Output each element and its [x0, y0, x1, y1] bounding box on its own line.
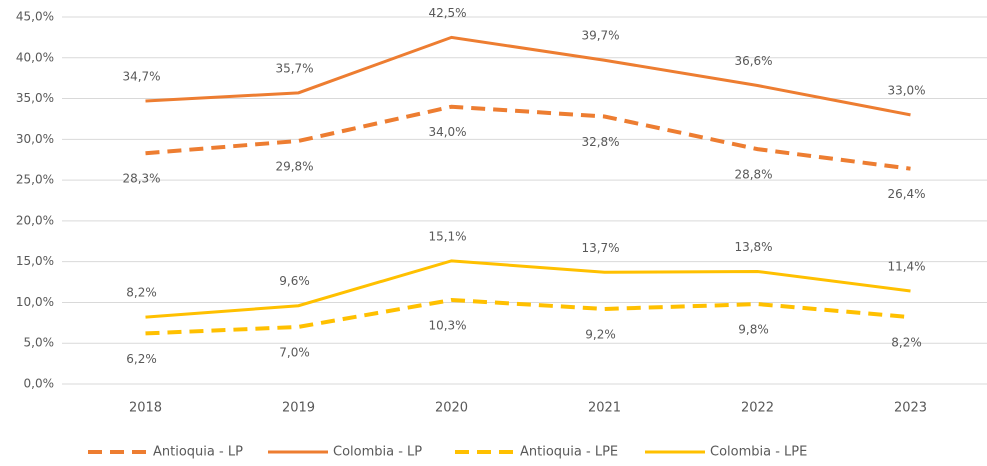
data-label: 9,8%	[738, 323, 769, 337]
data-label: 33,0%	[887, 83, 925, 97]
data-label: 9,6%	[279, 274, 310, 288]
y-tick-label: 25,0%	[16, 173, 54, 187]
data-label: 42,5%	[428, 6, 466, 20]
y-tick-label: 45,0%	[16, 10, 54, 24]
legend-label: Antioquia - LP	[153, 445, 243, 460]
data-label: 9,2%	[585, 327, 616, 341]
data-label: 35,7%	[275, 61, 313, 75]
legend-label: Colombia - LPE	[710, 445, 807, 460]
legend-label: Colombia - LP	[333, 445, 422, 460]
data-label: 8,2%	[891, 336, 922, 350]
y-tick-label: 20,0%	[16, 213, 54, 227]
data-label: 36,6%	[734, 54, 772, 68]
x-tick-label: 2018	[129, 401, 162, 416]
line	[145, 104, 911, 171]
y-tick-label: 0,0%	[24, 377, 55, 391]
y-tick-label: 15,0%	[16, 254, 54, 268]
y-tick-label: 5,0%	[24, 336, 55, 350]
legend-label: Antioquia - LPE	[520, 445, 618, 460]
x-tick-label: 2022	[741, 401, 774, 416]
data-label: 6,2%	[126, 352, 157, 366]
y-tick-label: 30,0%	[16, 132, 54, 146]
data-label: 39,7%	[581, 29, 619, 43]
data-label: 28,8%	[734, 168, 772, 182]
data-label: 32,8%	[581, 135, 619, 149]
data-label: 15,1%	[428, 229, 466, 243]
line	[145, 35, 911, 117]
data-label: 13,8%	[734, 240, 772, 254]
line	[145, 259, 911, 319]
data-label: 34,7%	[122, 70, 160, 84]
data-label: 28,3%	[122, 172, 160, 186]
x-tick-label: 2023	[894, 401, 927, 416]
data-label: 7,0%	[279, 345, 310, 359]
line	[145, 297, 911, 336]
data-label: 26,4%	[887, 187, 925, 201]
x-tick-label: 2020	[435, 401, 468, 416]
data-label: 8,2%	[126, 286, 157, 300]
data-label: 34,0%	[428, 125, 466, 139]
data-label: 29,8%	[275, 159, 313, 173]
y-tick-label: 10,0%	[16, 295, 54, 309]
data-label: 11,4%	[887, 260, 925, 274]
data-label: 10,3%	[428, 318, 466, 332]
x-tick-label: 2021	[588, 401, 621, 416]
x-tick-label: 2019	[282, 401, 315, 416]
y-tick-label: 40,0%	[16, 50, 54, 64]
y-tick-label: 35,0%	[16, 91, 54, 105]
data-label: 13,7%	[581, 241, 619, 255]
